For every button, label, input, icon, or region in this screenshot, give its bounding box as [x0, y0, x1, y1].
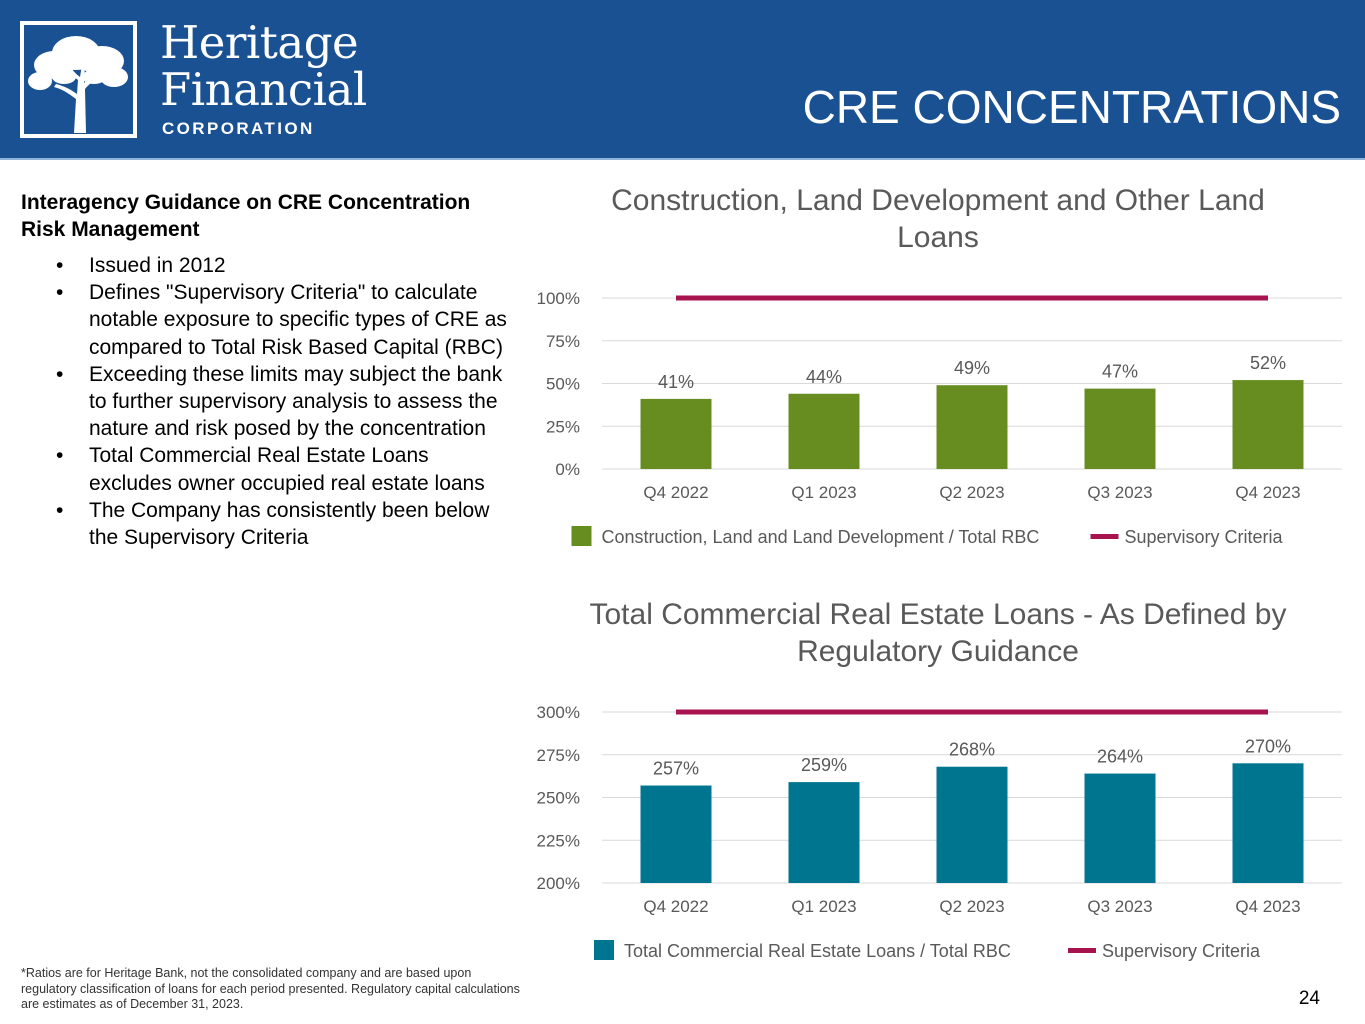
legend-label-line: Supervisory Criteria	[1125, 527, 1284, 547]
y-tick-label: 75%	[546, 332, 580, 351]
x-tick-label: Q1 2023	[791, 483, 856, 502]
bar	[1084, 388, 1156, 469]
bullet-item: Issued in 2012	[21, 252, 516, 279]
x-tick-label: Q4 2022	[643, 483, 708, 502]
bullet-item: Total Commercial Real Estate Loans exclu…	[21, 442, 516, 496]
header-bar: Heritage Financial CORPORATION CRE CONCE…	[0, 0, 1365, 158]
tree-icon	[28, 36, 128, 133]
bar	[640, 398, 712, 469]
legend-label-line: Supervisory Criteria	[1102, 941, 1261, 961]
bar	[788, 393, 860, 469]
y-tick-label: 50%	[546, 375, 580, 394]
bullet-item: Exceeding these limits may subject the b…	[21, 361, 516, 443]
data-label: 41%	[658, 372, 694, 392]
bullet-item: The Company has consistently been below …	[21, 497, 516, 551]
bar	[1232, 763, 1304, 883]
slide-title: CRE CONCENTRATIONS	[802, 81, 1341, 133]
data-label: 264%	[1097, 747, 1143, 767]
y-tick-label: 250%	[537, 789, 580, 808]
construction-loans-chart: Construction, Land Development and Other…	[537, 184, 1342, 547]
bar	[936, 385, 1008, 469]
data-label: 259%	[801, 755, 847, 775]
footnote: *Ratios are for Heritage Bank, not the c…	[21, 966, 520, 1011]
legend-swatch-line	[1068, 948, 1096, 953]
x-tick-label: Q2 2023	[939, 483, 1004, 502]
total-cre-loans-chart: Total Commercial Real Estate Loans - As …	[537, 598, 1342, 961]
legend-label-bars: Total Commercial Real Estate Loans / Tot…	[624, 941, 1011, 961]
y-tick-label: 225%	[537, 831, 580, 850]
x-tick-label: Q3 2023	[1087, 897, 1152, 916]
logo-text-corporation: CORPORATION	[162, 119, 315, 138]
page-number: 24	[1298, 988, 1320, 1009]
data-label: 49%	[954, 358, 990, 378]
logo-text-financial: Financial	[160, 63, 367, 116]
bullet-item: Defines "Supervisory Criteria" to calcul…	[21, 279, 516, 361]
legend-label-bars: Construction, Land and Land Development …	[602, 527, 1040, 547]
y-tick-label: 0%	[555, 460, 580, 479]
y-tick-label: 275%	[537, 746, 580, 765]
legend-swatch-line	[1090, 534, 1119, 539]
data-label: 52%	[1250, 353, 1286, 373]
legend-swatch-bars	[571, 526, 592, 546]
data-label: 257%	[653, 759, 699, 779]
chart-title-line-1: Construction, Land Development and Other…	[611, 184, 1265, 217]
chart-title-line-2: Regulatory Guidance	[797, 635, 1079, 668]
heritage-tree-logo	[20, 21, 137, 138]
y-tick-label: 100%	[537, 289, 580, 308]
y-tick-label: 200%	[537, 874, 580, 893]
guidance-heading: Interagency Guidance on CRE Concentratio…	[21, 191, 471, 241]
guidance-bullet-list: Issued in 2012 Defines "Supervisory Crit…	[21, 252, 516, 551]
data-label: 47%	[1102, 362, 1138, 382]
guidance-panel: Interagency Guidance on CRE Concentratio…	[21, 189, 516, 551]
logo-text-heritage: Heritage	[160, 16, 359, 69]
x-tick-label: Q1 2023	[791, 897, 856, 916]
header-divider	[0, 158, 1365, 160]
chart-title-line-1: Total Commercial Real Estate Loans - As …	[590, 598, 1287, 631]
chart-title-line-2: Loans	[897, 221, 979, 254]
data-label: 270%	[1245, 736, 1291, 756]
x-tick-label: Q4 2022	[643, 897, 708, 916]
bar	[640, 785, 712, 883]
data-label: 44%	[806, 367, 842, 387]
y-tick-label: 25%	[546, 417, 580, 436]
bar	[1084, 773, 1156, 883]
x-tick-label: Q4 2023	[1235, 483, 1300, 502]
bar	[936, 766, 1008, 883]
x-tick-label: Q2 2023	[939, 897, 1004, 916]
data-label: 268%	[949, 740, 995, 760]
bar	[1232, 380, 1304, 469]
y-tick-label: 300%	[537, 703, 580, 722]
x-tick-label: Q3 2023	[1087, 483, 1152, 502]
x-tick-label: Q4 2023	[1235, 897, 1300, 916]
bar	[788, 782, 860, 883]
legend-swatch-bars	[594, 940, 614, 960]
